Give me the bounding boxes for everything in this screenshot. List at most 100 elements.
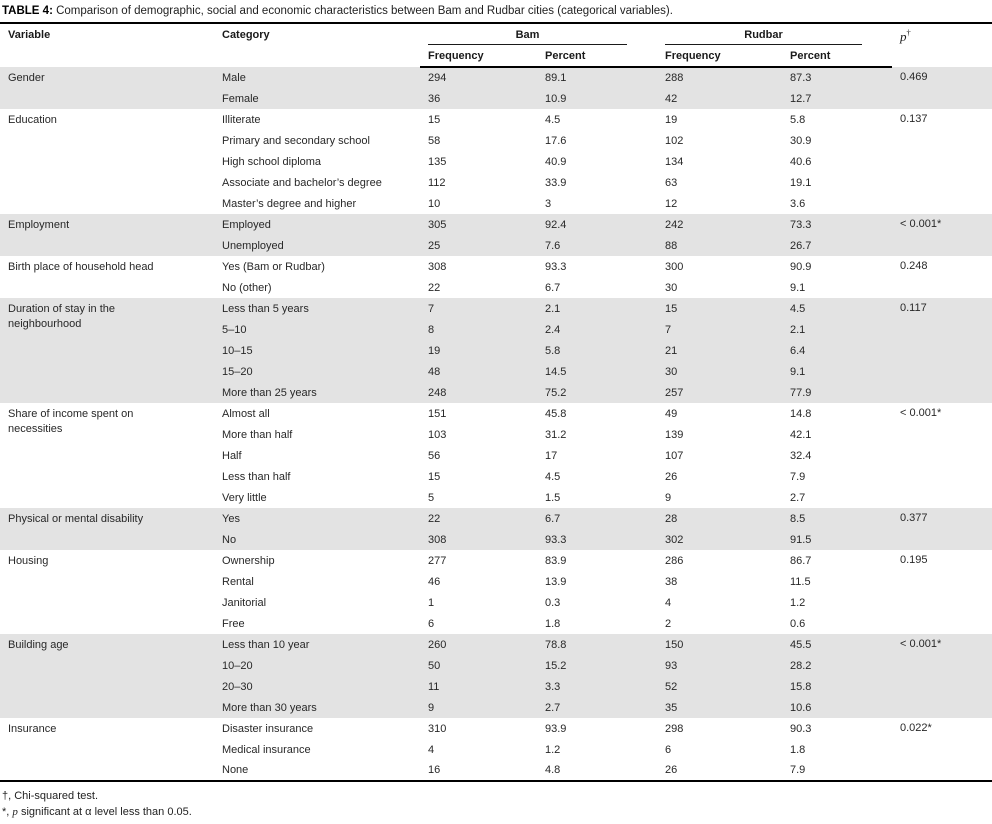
- table-row: Building age Less than 10 year 260 78.8 150 4…: [0, 634, 992, 718]
- category-cell: More than 30 years: [214, 697, 420, 718]
- rudbar-frequency-cell: 102: [665, 134, 684, 147]
- category-cell: Almost all: [222, 407, 270, 420]
- table-row: Rental 46 13.9 38 11.5: [0, 571, 992, 592]
- rudbar-percent-cell: 5.8: [790, 113, 806, 126]
- rudbar-frequency-cell: 21: [657, 340, 782, 361]
- header-group-rudbar-label: Rudbar: [665, 29, 862, 45]
- header-category: Category: [222, 29, 270, 41]
- category-cell: Male: [214, 67, 420, 88]
- category-cell: Ownership: [222, 554, 275, 567]
- bam-frequency-cell: 7: [420, 298, 537, 319]
- bam-percent-cell: 3.3: [537, 676, 657, 697]
- rudbar-percent-cell: 15.8: [782, 676, 892, 697]
- category-cell: No (other): [222, 281, 272, 294]
- category-cell: None: [222, 764, 249, 776]
- bam-frequency-cell: 112: [428, 176, 446, 189]
- table-row: Insurance Disaster insurance 310 93.9 298 90.…: [0, 718, 992, 739]
- rudbar-frequency-cell: 7: [657, 319, 782, 340]
- category-cell: Disaster insurance: [222, 722, 314, 735]
- rudbar-percent-cell: 32.4: [790, 449, 812, 462]
- p-value-cell: 0.117: [892, 298, 992, 403]
- rudbar-percent-cell: 40.6: [790, 155, 812, 168]
- table-row: Janitorial 1 0.3 4 1.2: [0, 592, 992, 613]
- rudbar-percent-cell: 1.8: [790, 743, 806, 756]
- bam-percent-cell: 4.8: [545, 764, 561, 776]
- table-row: 10–20 50 15.2 93 28.2: [0, 655, 992, 676]
- bam-percent-cell: 1.8: [545, 617, 561, 630]
- bam-frequency-cell: 8: [420, 319, 537, 340]
- table-row: Housing Ownership 277 83.9 286 86.7 0.195: [0, 550, 992, 571]
- table-title-text: Comparison of demographic, social and ec…: [52, 5, 673, 17]
- category-cell: Less than 10 year: [214, 634, 420, 655]
- table-row: None 16 4.8 26 7.9: [0, 760, 992, 781]
- table-row: Unemployed 25 7.6 88 26.7: [0, 235, 992, 256]
- header-variable: Variable: [8, 29, 51, 41]
- rudbar-frequency-cell: 49: [665, 407, 678, 420]
- table-row: Employment Employed 305 92.4 242 73.3 < 0.001*: [0, 214, 992, 256]
- category-cell: 5–10: [214, 319, 420, 340]
- rudbar-percent-cell: 7.9: [790, 764, 806, 776]
- category-cell: Female: [214, 88, 420, 109]
- rudbar-frequency-cell: 26: [665, 764, 678, 776]
- table-row: Half 56 17 107 32.4: [0, 445, 992, 466]
- bam-frequency-cell: 16: [428, 764, 441, 776]
- rudbar-percent-cell: 11.5: [790, 575, 811, 588]
- bam-frequency-cell: 22: [428, 281, 441, 294]
- variable-cell: Birth place of household head: [8, 261, 154, 273]
- rudbar-percent-cell: 9.1: [790, 281, 806, 294]
- table-body: Gender Male 294 89.1 288 87.3 0.469 Female 36 10.…: [0, 67, 992, 781]
- rudbar-frequency-cell: 15: [657, 298, 782, 319]
- variable-cell: Insurance: [8, 723, 57, 735]
- rudbar-percent-cell: 42.1: [790, 428, 812, 441]
- rudbar-percent-cell: 14.8: [790, 407, 812, 420]
- category-cell: More than 25 years: [214, 382, 420, 403]
- rudbar-percent-cell: 73.3: [782, 214, 892, 235]
- bam-frequency-cell: 294: [420, 67, 537, 88]
- table-row: Duration of stay in the neighbourhood Les…: [0, 298, 992, 403]
- bam-frequency-cell: 308: [428, 260, 447, 273]
- category-cell: 20–30: [214, 676, 420, 697]
- category-cell: Yes (Bam or Rudbar): [222, 260, 325, 273]
- category-cell: Free: [222, 617, 245, 630]
- bam-frequency-cell: 19: [420, 340, 537, 361]
- bam-frequency-cell: 103: [428, 428, 447, 441]
- bam-frequency-cell: 48: [420, 361, 537, 382]
- bam-percent-cell: 31.2: [545, 428, 567, 441]
- table-row: Birth place of household head Yes (Bam or…: [0, 256, 992, 277]
- variable-cell: Employment: [0, 214, 214, 256]
- table-row: More than half 103 31.2 139 42.1: [0, 424, 992, 445]
- rudbar-frequency-cell: 139: [665, 428, 684, 441]
- table-row: Very little 5 1.5 9 2.7: [0, 487, 992, 508]
- table-row: More than 30 years 9 2.7 35 10.6: [0, 697, 992, 718]
- bam-percent-cell: 45.8: [545, 407, 567, 420]
- category-cell: Less than half: [222, 470, 291, 483]
- header-rudbar-frequency: Frequency: [657, 46, 782, 68]
- rudbar-frequency-cell: 286: [665, 554, 684, 567]
- bam-frequency-cell: 58: [428, 134, 441, 147]
- table-row: 5–10 8 2.4 7 2.1: [0, 319, 992, 340]
- bam-frequency-cell: 308: [420, 529, 537, 550]
- variable-cell: Duration of stay in the neighbourhood: [0, 298, 214, 403]
- table-row: Female 36 10.9 42 12.7: [0, 88, 992, 109]
- bam-frequency-cell: 46: [428, 575, 441, 588]
- rudbar-frequency-cell: 19: [665, 113, 678, 126]
- table-row: 20–30 11 3.3 52 15.8: [0, 676, 992, 697]
- bam-frequency-cell: 1: [428, 596, 435, 609]
- dagger-icon: †: [906, 27, 911, 38]
- rudbar-frequency-cell: 4: [665, 596, 672, 609]
- category-cell: Master’s degree and higher: [222, 197, 357, 210]
- table-row: Primary and secondary school 58 17.6 102 30.…: [0, 130, 992, 151]
- p-value-cell: < 0.001*: [892, 214, 992, 256]
- bam-percent-cell: 4.5: [545, 470, 561, 483]
- bam-percent-cell: 1.2: [545, 743, 561, 756]
- rudbar-frequency-cell: 107: [665, 449, 684, 462]
- rudbar-frequency-cell: 2: [665, 617, 672, 630]
- rudbar-percent-cell: 77.9: [782, 382, 892, 403]
- rudbar-frequency-cell: 30: [665, 281, 678, 294]
- bam-frequency-cell: 277: [428, 554, 447, 567]
- rudbar-percent-cell: 90.3: [790, 722, 812, 735]
- variable-cell: Share of income spent on necessities: [8, 408, 134, 435]
- p-value-cell: < 0.001*: [900, 407, 942, 419]
- bam-percent-cell: 14.5: [537, 361, 657, 382]
- rudbar-frequency-cell: 150: [657, 634, 782, 655]
